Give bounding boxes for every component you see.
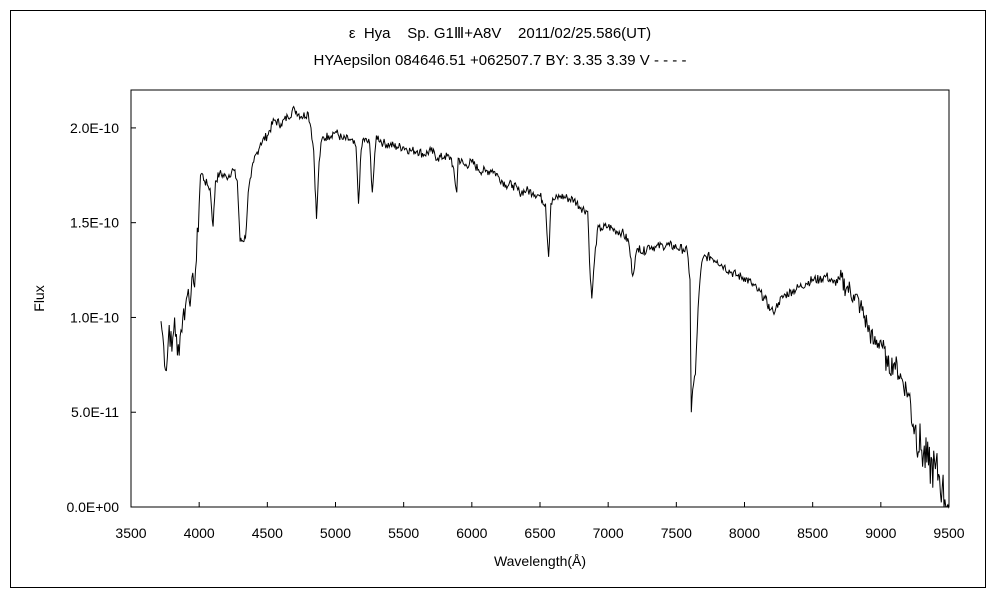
x-tick-label: 8000: [729, 525, 760, 541]
chart-frame: [10, 10, 986, 588]
x-tick-label: 9000: [865, 525, 896, 541]
x-tick-label: 7500: [661, 525, 692, 541]
chart-subtitle: HYAepsilon 084646.51 +062507.7 BY: 3.35 …: [313, 52, 687, 69]
y-tick-label: 1.5E-10: [70, 215, 119, 231]
x-tick-label: 8500: [797, 525, 828, 541]
x-tick-label: 3500: [115, 525, 146, 541]
y-tick-label: 5.0E-11: [71, 404, 119, 420]
x-tick-label: 7000: [593, 525, 624, 541]
chart-title: ε Hya Sp. G1Ⅲ+A8V 2011/02/25.586(UT): [348, 25, 652, 42]
y-axis-label: Flux: [31, 285, 47, 311]
x-axis-label: Wavelength(Å): [494, 553, 586, 569]
y-tick-label: 2.0E-10: [70, 120, 119, 136]
y-tick-label: 0.0E+00: [66, 499, 119, 515]
y-tick-label: 1.0E-10: [70, 309, 119, 325]
x-tick-label: 9500: [933, 525, 964, 541]
x-tick-label: 4500: [252, 525, 283, 541]
plot-area: [130, 89, 950, 508]
x-tick-label: 5500: [388, 525, 419, 541]
x-tick-label: 6000: [456, 525, 487, 541]
x-tick-label: 4000: [184, 525, 215, 541]
x-tick-label: 6500: [524, 525, 555, 541]
spectrum-line: [160, 105, 950, 509]
x-tick-label: 5000: [320, 525, 351, 541]
